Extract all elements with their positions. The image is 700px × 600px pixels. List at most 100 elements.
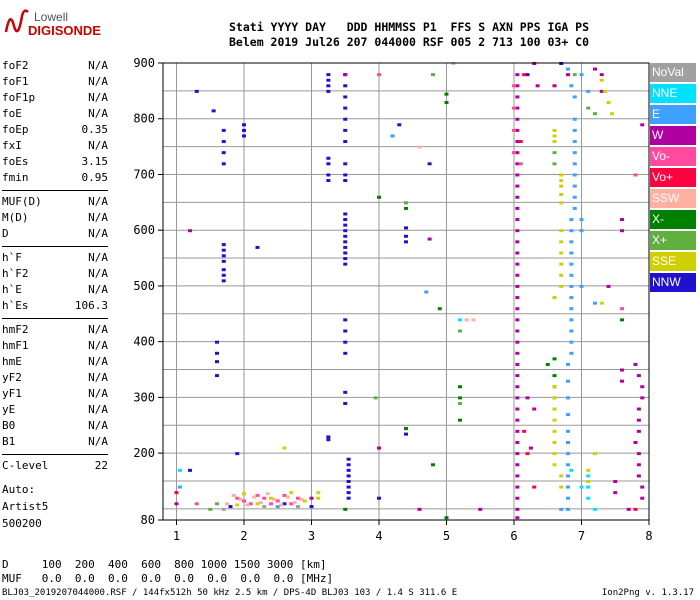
echo-point-nnw <box>346 496 351 500</box>
param-value: N/A <box>88 323 108 336</box>
echo-point-w <box>478 507 483 511</box>
param-name: foF1p <box>2 91 36 104</box>
echo-point-x- <box>572 73 577 77</box>
param-name: foEp <box>2 123 29 136</box>
echo-point-e <box>572 151 577 155</box>
echo-point-sse <box>559 192 564 196</box>
echo-point-nnw <box>343 84 348 88</box>
echo-point-x- <box>458 401 462 405</box>
echo-point-nnw <box>326 435 331 439</box>
echo-point-sse <box>559 240 564 244</box>
echo-point-sse <box>559 273 564 277</box>
echo-point-nnw <box>343 212 348 216</box>
echo-point-sse <box>603 89 608 93</box>
echo-point-vo- <box>296 496 300 500</box>
echo-point-noval <box>296 505 300 509</box>
echo-point-e <box>569 329 574 333</box>
echo-point-w <box>309 496 314 500</box>
echo-point-x- <box>458 385 462 389</box>
echo-point-noval <box>262 505 267 509</box>
echo-point-w <box>515 206 520 210</box>
param-row: h`E N/A <box>2 283 108 299</box>
echo-point-w <box>620 218 624 222</box>
echo-point-e <box>559 507 564 511</box>
auto-label: Auto: <box>2 483 36 496</box>
param-row: h`F2 N/A <box>2 267 108 283</box>
echo-point-w <box>515 251 520 255</box>
x-tick-label: 6 <box>510 529 517 543</box>
param-row: MUF(D) N/A <box>2 195 108 211</box>
param-value: N/A <box>88 371 108 384</box>
echo-point-x- <box>444 516 449 520</box>
param-value: N/A <box>88 419 108 432</box>
echo-point-w <box>532 407 537 411</box>
echo-point-w <box>515 362 520 366</box>
echo-point-sse <box>586 468 591 472</box>
echo-point-sse <box>552 407 557 411</box>
echo-point-nne <box>586 474 591 478</box>
y-tick-label: 500 <box>133 279 155 293</box>
echo-point-nnw <box>221 128 226 132</box>
echo-point-e <box>566 429 570 433</box>
echo-point-nnw <box>346 463 351 467</box>
param-name: B0 <box>2 419 16 432</box>
echo-point-x- <box>552 151 557 155</box>
echo-point-nnw <box>343 234 348 238</box>
echo-point-nnw <box>221 162 226 166</box>
echo-point-nnw <box>282 502 287 506</box>
echo-point-w <box>525 396 530 400</box>
echo-point-vo- <box>512 84 516 88</box>
echo-point-nnw <box>343 128 348 132</box>
echo-point-w <box>515 296 520 300</box>
param-row: D N/A <box>2 227 108 243</box>
param-row: hmE N/A <box>2 355 108 371</box>
echo-point-w <box>515 273 520 277</box>
echo-point-x- <box>431 73 435 77</box>
y-tick-label: 600 <box>133 223 155 237</box>
echo-point-nnw <box>343 251 348 255</box>
param-value: N/A <box>88 211 108 224</box>
echo-point-w <box>515 340 520 344</box>
echo-point-w <box>515 84 520 88</box>
y-tick-label: 80 <box>141 513 155 527</box>
param-row: foF1 N/A <box>2 75 108 91</box>
echo-point-vo- <box>275 499 280 503</box>
echo-point-nnw <box>404 240 408 244</box>
echo-point-sse <box>559 173 564 177</box>
param-name: h`Es <box>2 299 29 312</box>
echo-point-nnw <box>343 162 348 166</box>
param-name: fmin <box>2 171 29 184</box>
echo-point-w <box>515 385 520 389</box>
echo-point-nnw <box>343 140 348 144</box>
echo-point-nnw <box>427 162 432 166</box>
echo-point-nnw <box>194 89 199 93</box>
echo-point-vo- <box>633 507 638 511</box>
echo-point-w <box>515 117 520 121</box>
echo-point-nnw <box>255 245 260 249</box>
echo-point-w <box>515 485 520 489</box>
param-value: N/A <box>88 355 108 368</box>
param-row: foEs 3.15 <box>2 155 108 171</box>
echo-point-e <box>569 218 574 222</box>
legend-item: W <box>650 126 696 145</box>
echo-point-nne <box>593 507 597 511</box>
echo-point-w <box>633 440 638 444</box>
echo-point-w <box>515 284 520 288</box>
echo-point-sse <box>593 452 597 456</box>
echo-point-nnw <box>346 485 351 489</box>
echo-point-w <box>515 140 520 144</box>
echo-point-w <box>515 418 520 422</box>
param-row: foF1p N/A <box>2 91 108 107</box>
param-row: fmin 0.95 <box>2 171 108 187</box>
echo-point-nnw <box>215 351 219 355</box>
echo-point-e <box>569 340 574 344</box>
echo-point-vo- <box>633 173 638 177</box>
echo-point-vo- <box>532 485 537 489</box>
echo-point-x- <box>552 162 557 166</box>
echo-point-x- <box>404 427 408 431</box>
echo-point-vo- <box>282 493 287 497</box>
echo-point-sse <box>559 262 564 266</box>
polarization-legend: NoVal NNE E W Vo- Vo+ SSW X- X+ SSE NNW <box>650 63 696 294</box>
echo-point-nnw <box>525 73 530 77</box>
echo-point-sse <box>586 479 591 483</box>
